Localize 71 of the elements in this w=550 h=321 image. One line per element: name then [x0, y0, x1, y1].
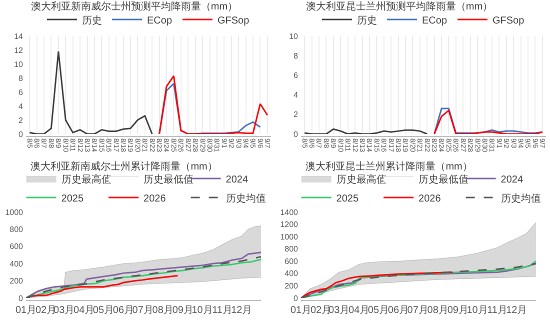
y-tick-label: 4 — [18, 102, 24, 111]
y-tick-label: 400 — [10, 259, 24, 268]
y-tick-label: 1000 — [280, 232, 299, 242]
x-tick-label: 09月 — [172, 305, 194, 316]
y-tick-label: 0 — [294, 294, 299, 303]
y-tick-label: 800 — [284, 244, 299, 254]
line-series — [158, 82, 261, 134]
legend-label: 2024 — [226, 174, 248, 186]
y-tick-label: 200 — [284, 282, 299, 291]
y-tick-label: 800 — [10, 225, 24, 234]
y-tick-label: 0 — [18, 130, 24, 139]
legend-label: 2025 — [61, 193, 84, 204]
y-tick-label: 10 — [289, 32, 299, 41]
y-tick-label: 200 — [10, 276, 24, 286]
legend-label: 2025 — [336, 193, 359, 204]
legend-label: 2024 — [500, 174, 524, 186]
legend-label: 历史最低值 — [418, 173, 469, 186]
x-tick-label: 03月 — [328, 305, 350, 316]
legend-label: 历史最低值 — [144, 173, 194, 186]
legend-label: GFSop — [492, 15, 525, 26]
legend-label: 2026 — [418, 193, 442, 204]
y-tick-label: 600 — [284, 256, 299, 266]
y-tick-label: 0 — [18, 294, 24, 303]
legend-label: 历史均值 — [500, 192, 541, 204]
x-tick-label: 05月 — [368, 305, 390, 316]
x-tick-label: 12月 — [506, 305, 528, 316]
y-tick-label: 8 — [294, 51, 299, 60]
line-series — [301, 271, 454, 298]
y-tick-label: 400 — [284, 269, 299, 278]
line-series — [28, 50, 153, 134]
x-tick-label: 12月 — [231, 305, 252, 316]
chart-title: 澳大利亚新南威尔士州预测平均降雨量（mm） — [30, 0, 238, 12]
y-tick-label: 14 — [14, 32, 24, 41]
legend-label: GFSop — [217, 15, 250, 26]
y-tick-label: 1000 — [5, 208, 24, 217]
x-tick-label: 11月 — [212, 305, 232, 316]
y-tick-label: 1200 — [280, 220, 299, 230]
x-tick-label: 10月 — [192, 305, 213, 316]
x-tick-label: 08月 — [427, 305, 448, 316]
x-tick-label: 10月 — [466, 305, 488, 316]
x-tick-label: 05月 — [92, 305, 114, 316]
legend-label: ECop — [147, 15, 172, 26]
y-tick-label: 6 — [18, 88, 24, 97]
y-tick-label: 8 — [18, 74, 24, 83]
y-tick-label: 6 — [294, 71, 299, 80]
y-tick-label: 2 — [294, 110, 299, 120]
y-tick-label: 10 — [14, 60, 24, 69]
x-tick-label: 07月 — [407, 305, 428, 316]
y-tick-label: 2 — [18, 116, 24, 125]
x-tick-label: 01月 — [290, 305, 312, 316]
chart-title: 澳大利亚新南威尔士州累计降雨量（mm） — [30, 160, 218, 172]
y-tick-label: 0 — [294, 130, 299, 139]
x-tick-label: 08月 — [152, 305, 174, 316]
x-tick-label: 09月 — [447, 305, 468, 316]
y-tick-label: 4 — [294, 90, 299, 100]
chart-title: 澳大利亚昆士兰州预测平均降雨量（mm） — [306, 0, 493, 12]
legend-label: ECop — [422, 15, 448, 26]
y-tick-label: 1400 — [280, 208, 299, 217]
x-tick-label: 11月 — [487, 305, 508, 316]
y-tick-label: 600 — [10, 242, 24, 252]
x-tick-label: 01月 — [15, 305, 37, 316]
chart-title: 澳大利亚昆士兰州累计降雨量（mm） — [306, 160, 472, 172]
legend-label: 历史均值 — [226, 192, 266, 204]
line-series — [26, 274, 178, 298]
y-tick-label: 12 — [14, 46, 24, 55]
x-tick-label: 07月 — [132, 305, 154, 316]
line-series — [158, 75, 268, 134]
legend-label: 历史 — [357, 14, 377, 26]
legend-label: 历史 — [82, 14, 102, 26]
legend-label: 2026 — [144, 193, 166, 204]
x-tick-label: 03月 — [54, 305, 75, 316]
